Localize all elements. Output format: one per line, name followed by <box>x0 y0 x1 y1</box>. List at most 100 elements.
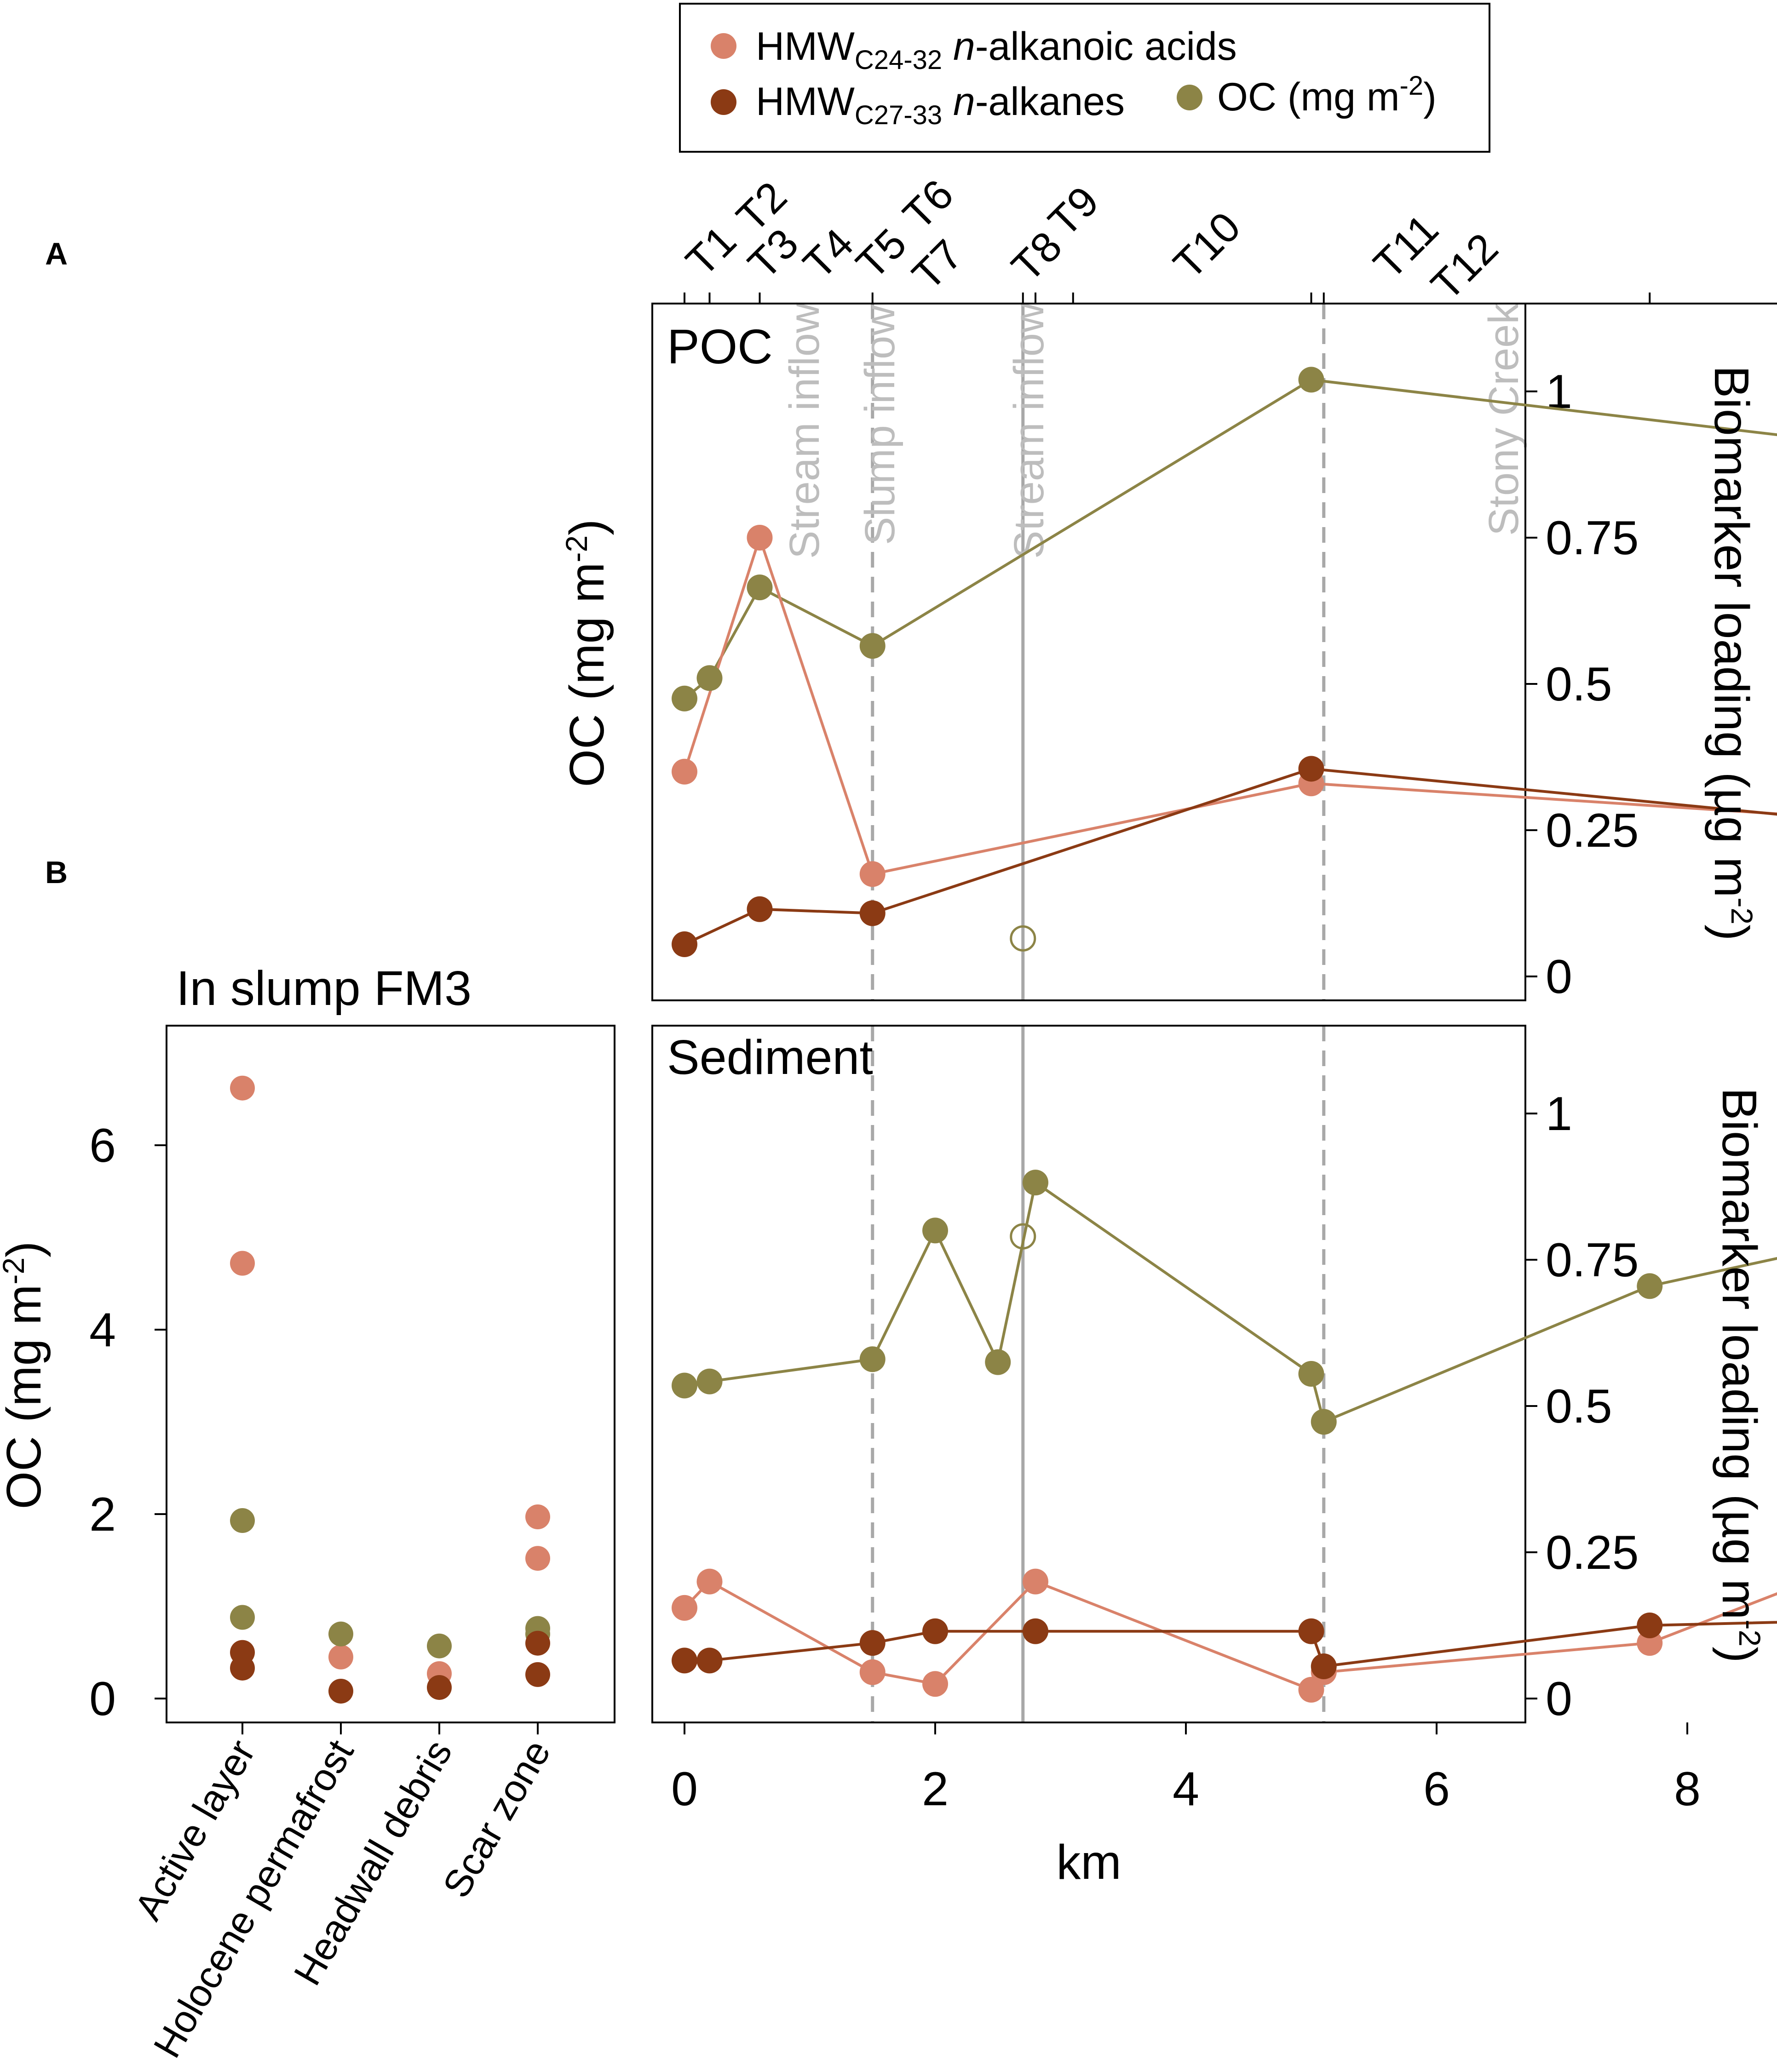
sediment-panel-title: Sediment <box>667 1030 873 1085</box>
site-label-t5: T5 <box>847 220 915 288</box>
series-line-alkanes <box>684 767 1777 946</box>
site-label-t2: T2 <box>728 173 796 241</box>
x-tick-label: 8 <box>1674 1762 1701 1816</box>
legend-label-oc: OC (mg m-2) <box>1217 71 1437 119</box>
site-label-t1: T1 <box>677 217 745 285</box>
point-oc <box>1023 1170 1048 1196</box>
open-point-oc <box>1010 925 1036 952</box>
poc-panel: POC 00.250.50.751 <box>651 303 1777 1004</box>
series-line-oc <box>684 1180 1777 1424</box>
point-oc <box>859 1346 886 1372</box>
point-oc <box>672 1372 697 1399</box>
point-alkanes <box>1311 1653 1337 1680</box>
point-oc <box>985 1349 1011 1375</box>
point-oc <box>1311 1409 1337 1435</box>
site-label-t6: T6 <box>894 171 962 239</box>
point-oc <box>1298 367 1324 393</box>
slump-point-acids <box>328 1644 353 1670</box>
legend-marker-acids <box>711 33 736 59</box>
x-axis-label-km: km <box>1056 1835 1121 1889</box>
slump-point-acids <box>230 1251 255 1276</box>
point-alkanes <box>747 896 773 922</box>
slump-point-oc <box>427 1633 452 1659</box>
sediment-panel: Sediment 00.250.50.751 024681012 km <box>651 1025 1777 1889</box>
point-acids <box>747 525 773 551</box>
series-line-acids <box>683 533 1777 876</box>
right-tick-label: 0.5 <box>1546 658 1612 711</box>
slump-y-tick-label: 0 <box>89 1672 116 1726</box>
x-tick-label: 4 <box>1173 1762 1199 1816</box>
slump-point-oc <box>230 1508 255 1533</box>
point-oc <box>922 1217 948 1244</box>
point-oc <box>696 1368 723 1395</box>
point-acids <box>672 758 697 785</box>
poc-panel-frame <box>651 303 1526 1001</box>
slump-point-acids <box>230 1075 255 1101</box>
point-oc <box>672 685 697 712</box>
annotation-slump-inflow: Slump inflow <box>857 305 903 545</box>
slump-point-alkanes <box>525 1662 550 1687</box>
slump-point-acids <box>525 1504 550 1530</box>
poc-left-axis-title: OC (mg m-2) <box>559 519 614 787</box>
annotation-stream-inflow-2: Stream inflow <box>1006 302 1052 559</box>
point-alkanes <box>859 1630 886 1656</box>
slump-panel-frame <box>166 1025 615 1723</box>
legend-marker-oc <box>1177 85 1202 110</box>
point-oc <box>1298 1361 1324 1387</box>
right-tick-label: 0.75 <box>1546 1234 1639 1287</box>
sediment-panel-frame <box>651 1025 1526 1723</box>
point-acids <box>696 1568 723 1595</box>
open-point-oc <box>1010 1223 1036 1250</box>
point-alkanes <box>696 1647 723 1674</box>
right-tick-label: 0.75 <box>1546 511 1639 565</box>
slump-point-alkanes <box>427 1675 452 1700</box>
annotation-stream-inflow-1: Stream inflow <box>781 302 828 559</box>
point-alkanes <box>1298 756 1324 782</box>
slump-point-alkanes <box>525 1630 550 1656</box>
panel-label-a: A <box>45 236 68 271</box>
annotation-stony-creek: Stony Creek <box>1480 303 1527 536</box>
site-label-t10: T10 <box>1165 203 1249 288</box>
point-oc <box>859 633 886 659</box>
slump-panel-title: In slump FM3 <box>176 961 472 1016</box>
poc-right-axis: 00.250.50.751 <box>1525 365 1639 1004</box>
point-alkanes <box>1298 1618 1324 1644</box>
slump-y-tick-label: 6 <box>89 1119 116 1172</box>
sediment-right-axis: 0 0.25 0.5 0.75 1 <box>1525 1087 1639 1726</box>
slump-marks <box>230 1075 550 1704</box>
point-alkanes <box>922 1618 948 1644</box>
slump-y-tick-label: 2 <box>89 1488 116 1541</box>
point-alkanes <box>859 900 886 926</box>
slump-point-alkanes <box>328 1678 353 1704</box>
right-tick-label: 0 <box>1546 1672 1572 1726</box>
right-tick-label: 0.25 <box>1546 1526 1639 1579</box>
sediment-right-axis-title: Biomarker loading (µg m-2) <box>1712 1088 1767 1663</box>
site-label-t7: T7 <box>903 231 972 299</box>
point-oc <box>747 574 773 601</box>
point-oc <box>1637 1273 1663 1299</box>
poc-panel-title: POC <box>667 320 773 374</box>
point-acids <box>859 861 886 887</box>
slump-y-tick-label: 4 <box>89 1303 116 1357</box>
site-ticks <box>684 293 1777 304</box>
slump-point-oc <box>230 1605 255 1630</box>
slump-point-oc <box>328 1621 353 1647</box>
legend-marker-alkanes <box>711 89 736 115</box>
site-labels: T1 T2 T3 T4 T5 T6 T7 T8 T9 T10 T11 T12 <box>677 171 1507 309</box>
legend: HMWC24-32 n-alkanoic acids HMWC27-33 n-a… <box>679 3 1490 153</box>
slump-point-alkanes <box>230 1655 255 1681</box>
point-alkanes <box>672 931 697 958</box>
sediment-marks <box>672 1170 1777 1703</box>
point-acids <box>672 1595 697 1621</box>
right-tick-label: 0 <box>1546 950 1572 1004</box>
slump-y-axis: 0 2 4 6 <box>89 1119 167 1726</box>
point-oc <box>696 665 723 691</box>
panel-label-b: B <box>45 855 68 890</box>
slump-point-acids <box>525 1546 550 1571</box>
slump-left-axis-title: OC (mg m-2) <box>0 1241 51 1510</box>
point-alkanes <box>1637 1613 1663 1638</box>
right-tick-label: 0.25 <box>1546 804 1639 857</box>
